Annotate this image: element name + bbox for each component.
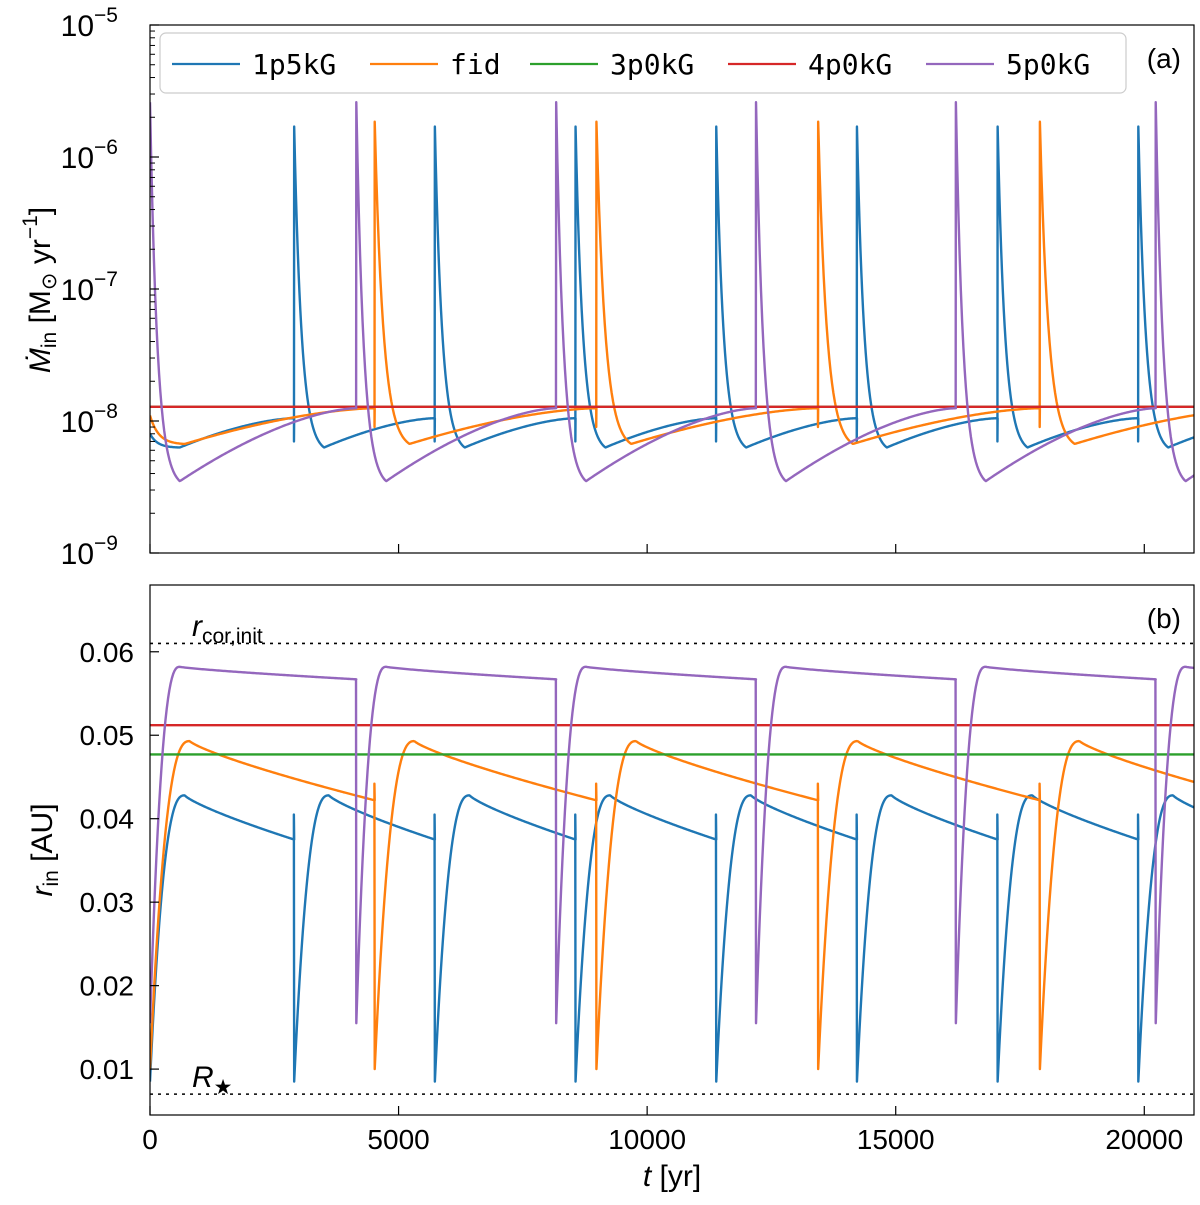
panel-b-label: (b) (1147, 603, 1181, 634)
panel-b-reference-lines (150, 642, 1194, 1095)
panel-b-y-tick-label: 0.02 (80, 971, 135, 1002)
rstar-label: R★ (192, 1061, 233, 1099)
x-tick-label: 20000 (1105, 1124, 1183, 1155)
legend-label-5p0kG: 5p0kG (1006, 48, 1090, 81)
x-tick-label: 5000 (367, 1124, 429, 1155)
panel-a-y-tick-label: 10−8 (61, 400, 118, 439)
panel-a-y-ticks: 10−9 10−8 10−7 10−6 10−5 (61, 4, 159, 571)
legend-label-fid: fid (450, 48, 501, 81)
panel-b-series (150, 665, 1194, 1083)
series-b-5p0kG (150, 665, 1194, 1025)
x-tick-label: 10000 (608, 1124, 686, 1155)
series-a-5p0kG (150, 101, 1194, 483)
legend-label-3p0kG: 3p0kG (610, 48, 694, 81)
panel-a-y-label: Ṁin [M⊙ yr−1] (19, 207, 61, 373)
panel-b: 0 5000 10000 15000 20000 0.010.020.030.040.0… (26, 584, 1195, 1193)
rcor-init-label: rcor,init (192, 610, 263, 648)
legend-label-4p0kG: 4p0kG (808, 48, 892, 81)
panel-b-y-tick-label: 0.01 (80, 1054, 135, 1085)
x-tick-label: 15000 (857, 1124, 935, 1155)
panel-a-y-tick-label: 10−9 (61, 532, 118, 571)
legend: 1p5kG fid 3p0kG 4p0kG 5p0kG (159, 32, 1127, 94)
legend-box (159, 32, 1127, 94)
panel-b-y-tick-label: 0.03 (80, 887, 135, 918)
panel-b-y-tick-label: 0.04 (80, 804, 135, 835)
panel-b-y-label: rin [AU] (26, 803, 63, 896)
panel-b-y-tick-label: 0.05 (80, 720, 135, 751)
panel-b-y-tick-label: 0.06 (80, 637, 135, 668)
panel-a-y-tick-label: 10−5 (61, 4, 118, 43)
series-b-1p5kG (150, 794, 1194, 1083)
x-tick-label: 0 (142, 1124, 158, 1155)
panel-a-label: (a) (1147, 43, 1181, 74)
panel-a: 10−9 10−8 10−7 10−6 10−5 (a) 1p5kG fid 3p0kG… (19, 4, 1195, 571)
series-a-1p5kG (150, 125, 1194, 449)
panel-a-x-ticks (149, 544, 1145, 553)
panel-a-series (150, 101, 1194, 483)
legend-label-1p5kG: 1p5kG (252, 48, 336, 81)
panel-a-frame (149, 24, 1195, 554)
panel-b-y-ticks: 0.01 0.02 0.03 0.04 0.05 0.06 (80, 637, 159, 1085)
panel-b-frame (149, 584, 1195, 1116)
panel-a-y-tick-label: 10−7 (61, 268, 118, 307)
series-b-fid (150, 739, 1194, 1071)
panel-a-y-tick-label: 10−6 (61, 136, 118, 175)
x-axis-label: t [yr] (643, 1160, 701, 1193)
panel-b-x-ticks: 0 5000 10000 15000 20000 (142, 1106, 1183, 1155)
